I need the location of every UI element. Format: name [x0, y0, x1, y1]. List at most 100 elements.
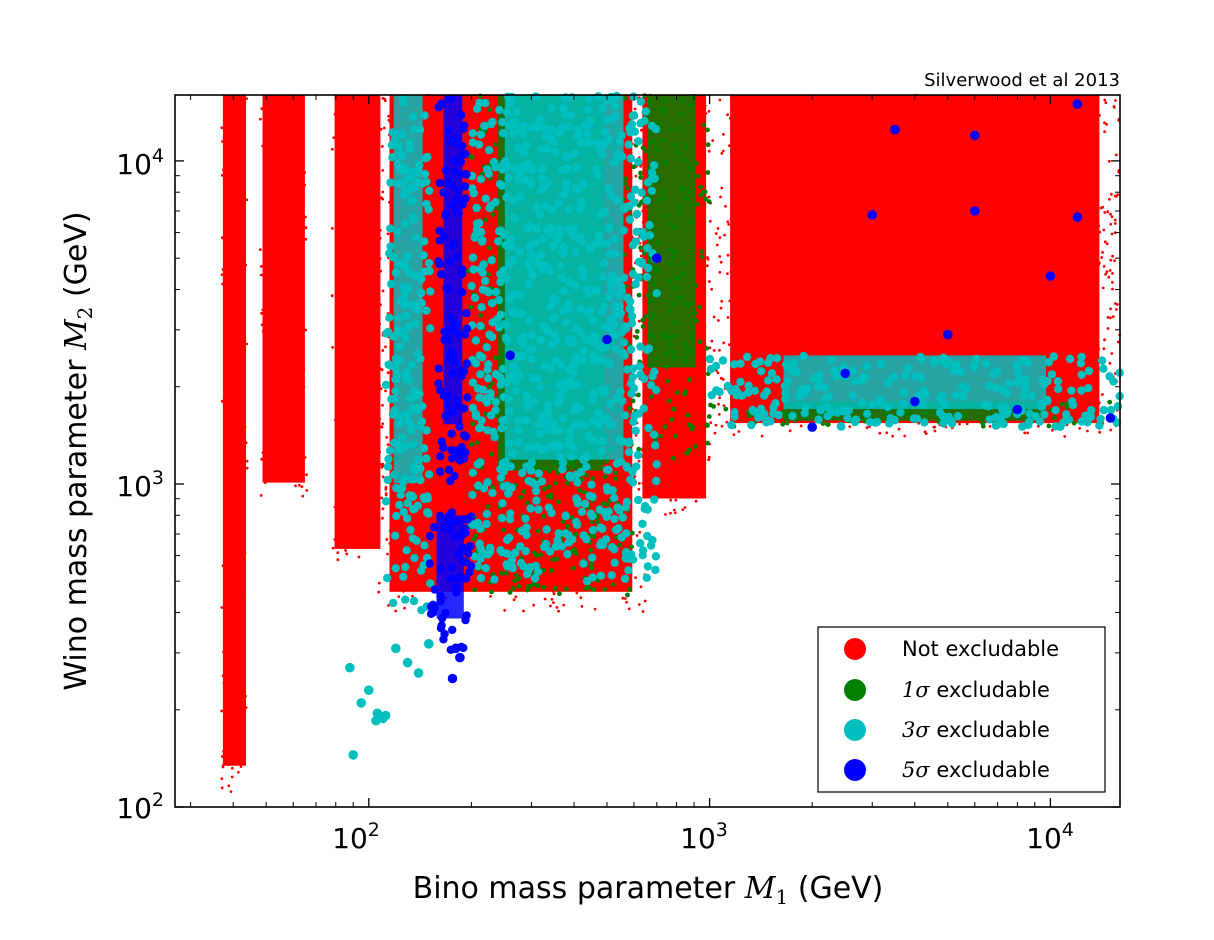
data-point — [348, 167, 352, 170]
data-point — [579, 272, 589, 281]
data-point — [288, 434, 292, 437]
data-point — [280, 204, 284, 208]
data-point — [645, 220, 654, 230]
data-point — [593, 170, 602, 179]
data-point — [1057, 357, 1061, 361]
data-point — [549, 314, 558, 323]
data-point — [400, 288, 410, 297]
data-point — [597, 554, 601, 557]
data-point — [433, 311, 436, 315]
data-point — [751, 249, 755, 253]
data-point — [564, 121, 573, 131]
data-point — [334, 418, 337, 422]
data-point — [1029, 158, 1033, 162]
data-point — [539, 321, 548, 330]
data-point — [1095, 202, 1099, 206]
data-point — [680, 261, 686, 266]
data-point — [580, 605, 584, 608]
data-point — [784, 420, 790, 426]
data-point — [582, 451, 592, 461]
data-point — [237, 502, 241, 506]
data-point — [549, 241, 558, 251]
data-point — [279, 368, 283, 372]
data-point — [228, 159, 232, 163]
data-point — [882, 288, 885, 291]
data-point — [472, 104, 482, 114]
data-point — [550, 487, 553, 491]
data-point — [406, 421, 416, 430]
data-point — [670, 348, 676, 354]
data-point — [579, 596, 583, 600]
data-point — [747, 178, 751, 182]
data-point — [573, 487, 577, 490]
data-point — [351, 481, 355, 485]
data-point — [848, 425, 852, 428]
data-point — [649, 430, 659, 439]
data-point — [1006, 103, 1010, 106]
data-point — [385, 446, 395, 455]
data-point — [381, 462, 385, 466]
data-point — [719, 376, 723, 380]
data-point — [488, 318, 497, 327]
data-point — [514, 426, 523, 435]
data-point — [1111, 254, 1114, 258]
data-point — [843, 222, 847, 226]
data-point — [1052, 306, 1056, 309]
data-point — [999, 229, 1003, 233]
data-point — [940, 334, 944, 338]
data-point — [1058, 247, 1062, 251]
data-point — [1027, 142, 1031, 146]
data-point — [620, 351, 629, 360]
data-point — [404, 322, 413, 331]
data-point — [396, 498, 400, 502]
data-point — [509, 129, 518, 138]
data-point — [753, 221, 757, 225]
data-point — [785, 346, 789, 350]
data-point — [983, 154, 987, 158]
data-point — [814, 203, 817, 207]
data-point — [602, 483, 612, 492]
data-point — [851, 246, 855, 250]
data-point — [534, 553, 539, 558]
data-point — [634, 329, 640, 334]
data-point — [594, 408, 603, 417]
data-point — [672, 381, 676, 385]
data-point — [604, 224, 613, 233]
data-point — [653, 418, 656, 422]
data-point — [524, 280, 533, 289]
data-point — [502, 108, 512, 117]
data-point — [1102, 228, 1106, 232]
data-point — [469, 442, 474, 447]
data-point — [558, 414, 568, 423]
data-point — [490, 575, 499, 584]
data-point — [294, 435, 297, 438]
data-point — [972, 319, 975, 322]
data-point — [915, 350, 919, 354]
data-point — [675, 295, 680, 300]
data-point — [936, 183, 940, 187]
data-point — [505, 515, 515, 524]
data-point — [673, 285, 678, 290]
data-point — [430, 241, 433, 245]
data-point — [403, 606, 406, 610]
data-point — [671, 255, 677, 260]
data-point — [377, 377, 380, 381]
data-point — [800, 248, 804, 252]
data-point — [376, 98, 380, 101]
data-point — [557, 542, 567, 551]
data-point — [539, 518, 543, 521]
data-point — [1058, 137, 1061, 141]
data-point — [1053, 311, 1057, 314]
data-point — [420, 494, 429, 504]
data-point — [350, 175, 353, 179]
data-point — [623, 304, 627, 308]
data-point — [768, 218, 772, 222]
data-point — [1049, 225, 1052, 228]
data-point — [401, 542, 404, 546]
data-point — [260, 457, 264, 461]
data-point — [640, 317, 646, 323]
data-point — [847, 307, 850, 311]
data-point — [631, 237, 641, 246]
data-point — [401, 311, 411, 320]
